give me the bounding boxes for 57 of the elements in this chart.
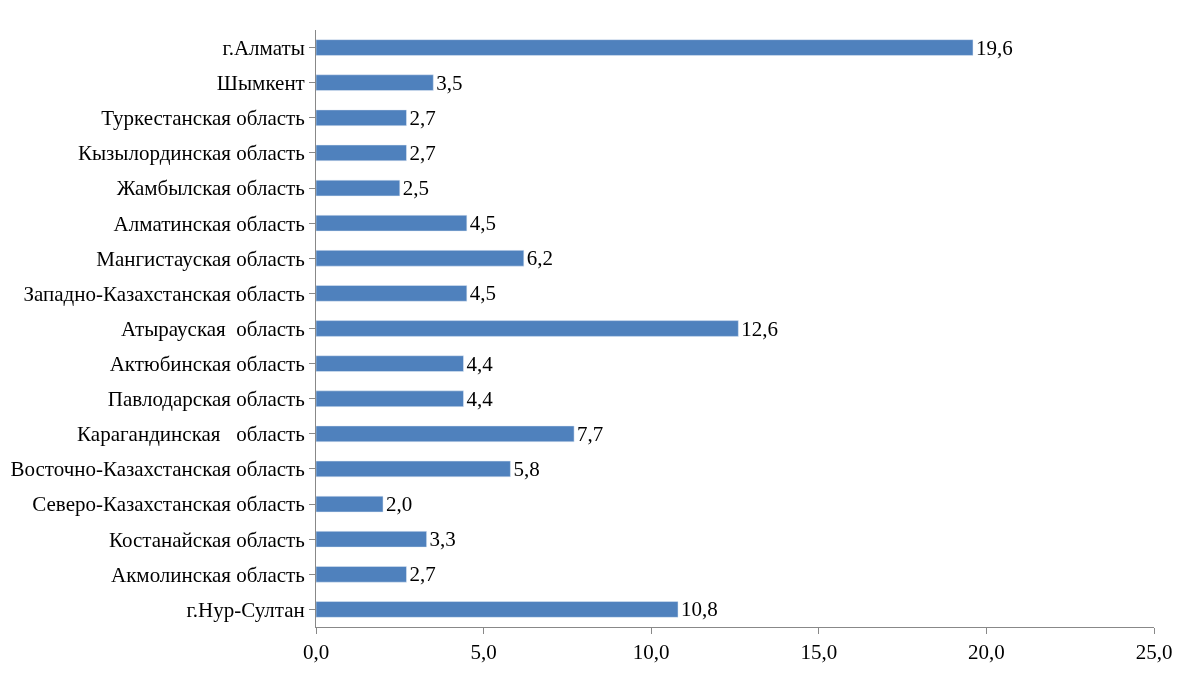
data-label: 2,7 [409,105,436,130]
bar [316,566,407,583]
bar [316,390,464,407]
data-label: 19,6 [975,35,1013,60]
data-label: 3,3 [429,527,456,552]
y-tick-label: Алматинская область [113,211,305,236]
data-label: 3,5 [436,70,463,95]
y-tick-label: г.Алматы [222,35,305,60]
y-tick-label: Жамбылская область [116,176,305,201]
x-tick-label: 10,0 [632,640,670,665]
data-label: 4,5 [469,281,497,306]
bar [316,144,407,162]
data-label: 10,8 [681,597,718,622]
bar [316,460,511,478]
y-tick-label: Карагандинская область [77,422,305,447]
bar [316,495,384,513]
y-tick-label: Кызылординская область [77,141,305,166]
y-tick-label: Актюбинская область [109,351,305,376]
y-tick-label: Туркестанская область [101,106,305,131]
y-tick-label: Павлодарская область [107,387,305,412]
data-label: 6,2 [526,246,554,271]
bar [316,109,407,126]
y-tick-label: Акмолинская область [110,562,305,587]
x-tick-label: 0,0 [302,640,330,665]
y-tick-label: Северо-Казахстанская область [32,492,305,517]
bar [316,250,525,267]
x-tick-label: 25,0 [1135,640,1173,665]
x-tick-label: 5,0 [470,640,497,665]
bar [316,215,468,232]
data-label: 2,7 [409,562,436,587]
x-tick-label: 20,0 [968,640,1005,665]
bar [316,39,974,56]
bar [316,74,434,91]
data-label: 2,0 [386,492,413,517]
data-label: 4,4 [466,386,494,411]
bar [316,179,401,197]
data-label: 7,7 [577,421,604,446]
bar [316,355,464,372]
data-label: 2,5 [402,176,430,201]
data-label: 4,4 [466,351,494,376]
bar [316,531,427,548]
y-tick-label: Костанайская область [108,527,305,552]
bar [316,320,739,337]
y-tick-label: Шымкент [216,71,305,96]
bar [316,601,679,618]
data-label: 4,5 [469,211,497,236]
y-tick-label: Восточно-Казахстанская область [10,457,305,482]
data-label: 5,8 [513,456,540,481]
x-tick-label: 15,0 [800,640,838,665]
y-tick-label: г.Нур-Султан [186,597,305,622]
y-tick-label: Мангистауская область [96,246,305,271]
y-tick-label: Атырауская область [120,316,305,341]
bar [316,425,575,442]
bar [316,285,468,302]
data-label: 2,7 [409,140,436,165]
data-label: 12,6 [741,316,779,341]
y-tick-label: Западно-Казахстанская область [23,281,305,306]
